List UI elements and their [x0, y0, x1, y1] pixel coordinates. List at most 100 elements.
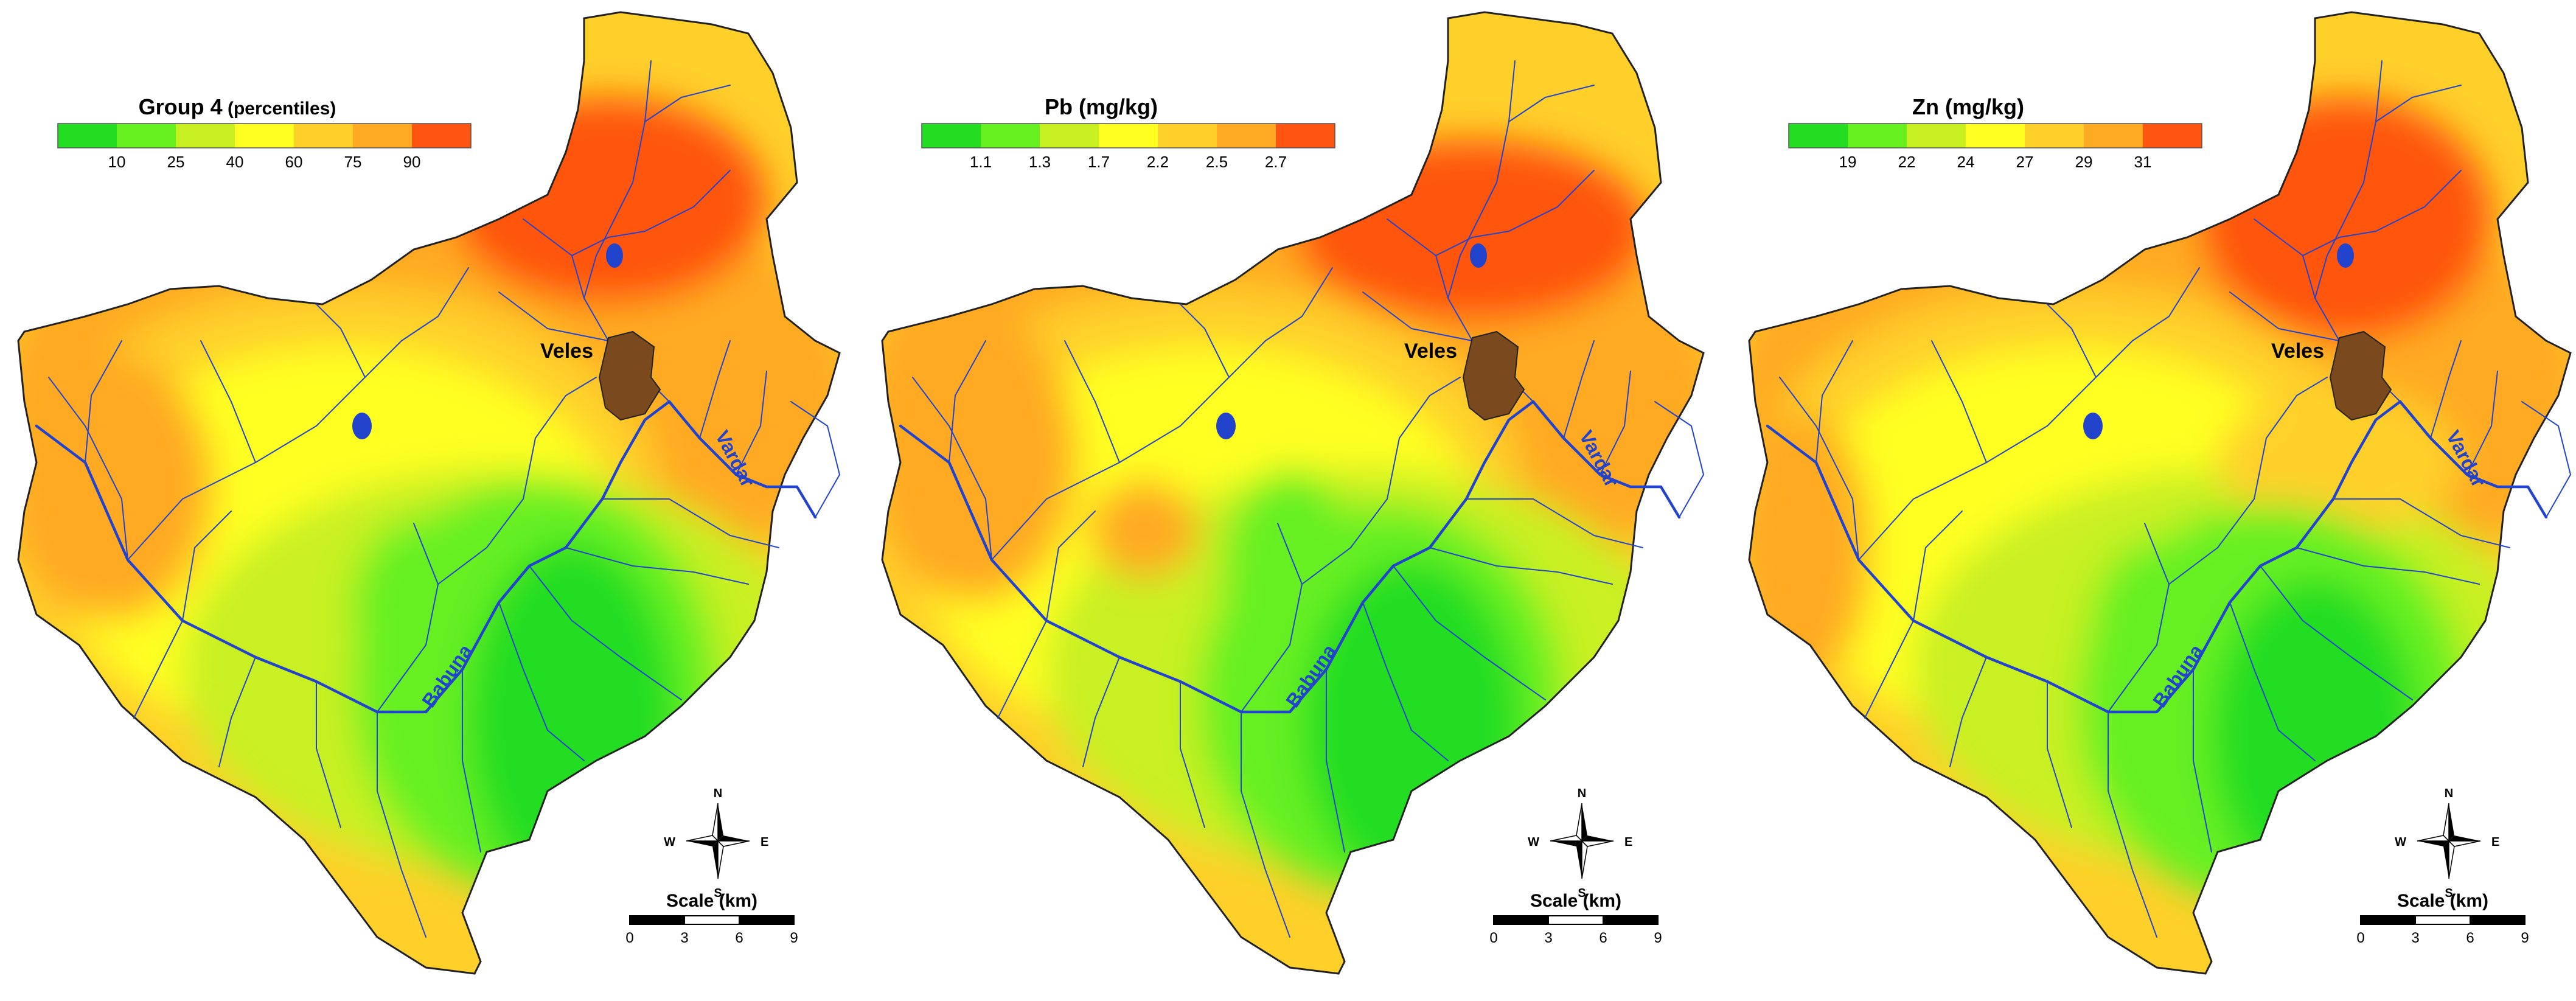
- compass-w: W: [1528, 835, 1539, 849]
- tributary: [1600, 371, 1631, 475]
- tributary: [1508, 85, 1595, 122]
- legend-tick-label: 1.3: [1029, 153, 1051, 171]
- tributary: [1563, 340, 1595, 439]
- legend-tick-label: 60: [285, 153, 303, 171]
- tributary: [949, 340, 986, 463]
- tributary: [2302, 231, 2376, 256]
- tributary: [498, 291, 609, 341]
- tributary: [1064, 340, 1120, 463]
- scale-tick-label: 6: [2466, 930, 2474, 946]
- town-veles-area: [1462, 330, 1525, 421]
- legend-tick-label: 2.7: [1265, 153, 1287, 171]
- tributary: [699, 340, 731, 439]
- tributary: [48, 377, 128, 560]
- tributary: [1913, 511, 1963, 621]
- tributary: [790, 401, 840, 518]
- legend-swatch: [1040, 124, 1099, 148]
- town-veles-area: [2329, 330, 2392, 421]
- tributary: [1387, 377, 1461, 500]
- legend-swatch: [922, 124, 981, 148]
- legend-tick-label: 90: [403, 153, 421, 171]
- tributary: [133, 620, 183, 719]
- legend-tick-label: 25: [167, 153, 185, 171]
- tributary: [2254, 377, 2328, 500]
- scale-tick-label: 9: [790, 930, 798, 946]
- tributary: [1435, 231, 1509, 256]
- compass-s: S: [1578, 887, 1586, 900]
- legend-swatch: [2025, 124, 2084, 148]
- river-network: [35, 60, 840, 938]
- class-zone-class-2: [2090, 542, 2224, 736]
- legend-swatch: [2084, 124, 2143, 148]
- tributary: [565, 547, 749, 585]
- legend-swatch: [981, 124, 1040, 148]
- lake: [606, 243, 623, 268]
- town-label: Veles: [1404, 340, 1457, 363]
- tributary: [2430, 340, 2462, 439]
- compass-e: E: [2491, 835, 2499, 849]
- legend-swatch: [176, 124, 235, 148]
- tributary: [1393, 565, 1546, 700]
- river-network: [1766, 60, 2571, 938]
- tributary: [2314, 60, 2383, 299]
- legend-tick-label: 10: [108, 153, 126, 171]
- legend-tick-label: 2.2: [1147, 153, 1169, 171]
- scale-tick-label: 0: [1489, 930, 1497, 946]
- legend-swatch: [235, 124, 294, 148]
- tributary: [2466, 371, 2498, 475]
- legend-tick-label: 2.5: [1206, 153, 1228, 171]
- class-zone-class-2: [353, 517, 499, 700]
- tributary: [2193, 669, 2212, 853]
- legend-tick-label: 22: [1898, 153, 1916, 171]
- legend: Zn (mg/kg) 19 22 24 27 29 31: [1788, 94, 2202, 171]
- compass-e: E: [761, 835, 768, 849]
- lake: [1216, 413, 1236, 439]
- legend-swatch: [117, 124, 176, 148]
- tributary: [523, 377, 597, 500]
- tributary: [127, 425, 317, 560]
- class-zone-class-6: [882, 310, 1077, 602]
- north-arrow-icon: N S E W: [2395, 787, 2499, 900]
- tributary: [2375, 85, 2462, 122]
- town-label: Veles: [540, 340, 593, 363]
- tributary: [1362, 602, 1449, 761]
- class-zone-class-6: [1089, 481, 1199, 578]
- tributary: [498, 602, 585, 761]
- scale-tick-label: 6: [1599, 930, 1607, 946]
- tributary: [2132, 267, 2200, 341]
- tributary: [377, 523, 439, 713]
- tributary: [644, 85, 731, 122]
- legend-tick-label: 27: [2016, 153, 2034, 171]
- scale-tick-label: 9: [1654, 930, 1662, 946]
- town-veles-area: [598, 330, 661, 421]
- legend-tick-label: 31: [2134, 153, 2152, 171]
- tributary: [2260, 565, 2413, 700]
- tributary: [1241, 523, 1303, 713]
- compass-n: N: [1578, 787, 1586, 800]
- tributary: [1931, 340, 1987, 463]
- tributary: [401, 267, 469, 341]
- scale-tick-label: 3: [2411, 930, 2419, 946]
- tributary: [2296, 547, 2480, 585]
- tributary: [736, 371, 767, 475]
- scale-tick-label: 6: [735, 930, 743, 946]
- tributary: [1241, 711, 1290, 938]
- legend-tick-label: 29: [2075, 153, 2093, 171]
- tributary: [316, 304, 366, 378]
- scale-title: Scale (km): [2397, 891, 2488, 911]
- tributary: [85, 340, 122, 463]
- tributary: [529, 565, 682, 700]
- tributary: [571, 231, 646, 256]
- tributary: [1180, 304, 1230, 378]
- tributary: [1265, 267, 1333, 341]
- compass-w: W: [2395, 835, 2406, 849]
- tributary: [1429, 547, 1613, 585]
- tributary: [2108, 711, 2157, 938]
- compass-w: W: [664, 835, 675, 849]
- tributary: [644, 170, 731, 232]
- tributary: [991, 425, 1181, 560]
